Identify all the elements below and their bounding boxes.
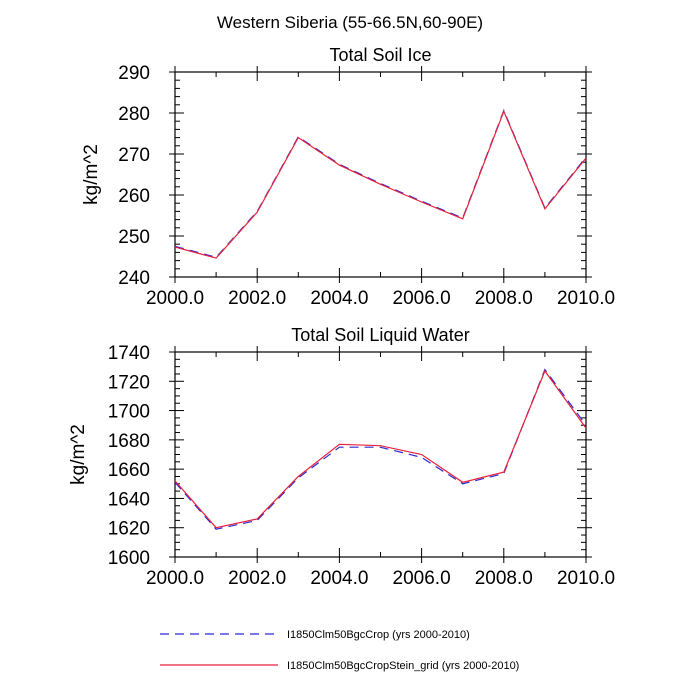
x-tick-label: 2010.0 [557,568,615,589]
y-tick-label: 1680 [108,431,150,452]
panel-2: Total Soil Liquid Water kg/m^2 2000.0 2002.… [68,325,615,589]
legend: I1850Clm50BgcCrop (yrs 2000-2010) I1850Cl… [160,629,519,672]
y-tick-label: 280 [118,104,150,125]
x-tick-label: 2004.0 [310,288,368,309]
y-axis-label: kg/m^2 [81,144,102,205]
y-axis-label: kg/m^2 [68,424,89,485]
series-line-1 [174,368,587,530]
y-tick-label: 1660 [108,460,150,481]
x-tick-label: 2006.0 [393,288,451,309]
y-tick-label: 1720 [108,372,150,393]
x-tick-label: 2010.0 [557,288,615,309]
x-tick-label: 2004.0 [310,568,368,589]
y-tick-label: 1620 [108,519,150,540]
y-tick-label: 260 [118,186,150,207]
panel-title: Total Soil Liquid Water [291,325,469,345]
panels: Total Soil Ice kg/m^2 2000.0 2002.0 2004.0 20… [68,45,615,589]
tick-marks [169,346,592,563]
x-tick-label: 2002.0 [228,568,286,589]
tick-marks [169,66,592,283]
x-tick-label: 2000.0 [146,288,204,309]
x-tick-label: 2006.0 [393,568,451,589]
legend-label: I1850Clm50BgcCrop (yrs 2000-2010) [287,629,470,641]
y-tick-label: 250 [118,227,150,248]
legend-entry-1: I1850Clm50BgcCrop (yrs 2000-2010) [160,629,470,641]
x-tick-label: 2000.0 [146,568,204,589]
y-tick-label: 1700 [108,402,150,423]
panel-1: Total Soil Ice kg/m^2 2000.0 2002.0 2004.0 20… [81,45,615,309]
y-tick-label: 290 [118,63,150,84]
panel-title: Total Soil Ice [329,45,431,65]
x-tick-label: 2008.0 [475,568,533,589]
y-tick-label: 270 [118,145,150,166]
x-tick-label: 2008.0 [475,288,533,309]
y-tick-label: 240 [118,268,150,289]
plot-frame [174,351,587,558]
y-tick-label: 1640 [108,489,150,510]
series-line-2 [174,369,587,529]
x-tick-label: 2002.0 [228,288,286,309]
y-tick-label: 1740 [108,343,150,364]
y-tick-label: 1600 [108,548,150,569]
figure-title: Western Siberia (55-66.5N,60-90E) [217,13,483,32]
legend-label: I1850Clm50BgcCropStein_grid (yrs 2000-20… [287,660,519,672]
series-line-2 [174,109,587,259]
legend-entry-2: I1850Clm50BgcCropStein_grid (yrs 2000-20… [160,660,519,672]
plot-frame [174,71,587,278]
